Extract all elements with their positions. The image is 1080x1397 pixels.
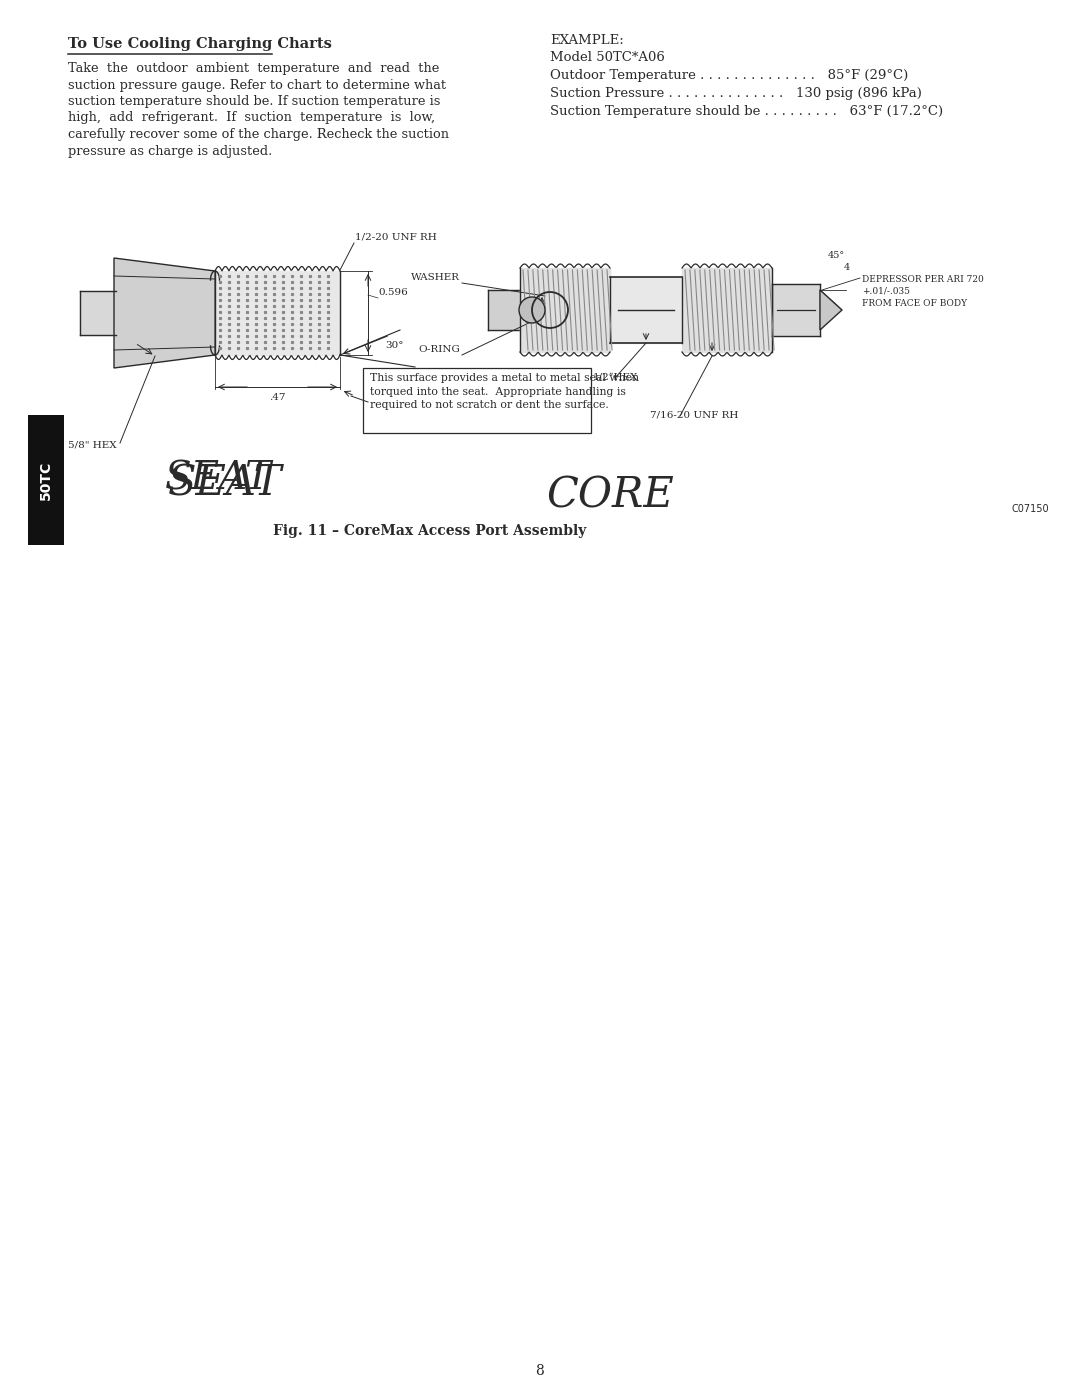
Text: WASHER: WASHER <box>411 272 460 282</box>
Text: 7/16-20 UNF RH: 7/16-20 UNF RH <box>650 411 739 420</box>
Text: Suction Temperature should be . . . . . . . . .   63°F (17.2°C): Suction Temperature should be . . . . . … <box>550 105 943 117</box>
Text: CORE: CORE <box>546 475 674 517</box>
Text: This surface provides a metal to metal seal when
torqued into the seat.  Appropr: This surface provides a metal to metal s… <box>370 373 639 411</box>
Text: 1/2ʺHEX: 1/2ʺHEX <box>592 373 637 381</box>
Text: suction temperature should be. If suction temperature is: suction temperature should be. If suctio… <box>68 95 441 108</box>
Bar <box>28 415 64 545</box>
Circle shape <box>519 298 545 323</box>
Bar <box>363 367 591 433</box>
Text: O-RING: O-RING <box>418 345 460 353</box>
Text: 1/2-20 UNF RH: 1/2-20 UNF RH <box>355 233 436 242</box>
Text: Take  the  outdoor  ambient  temperature  and  read  the: Take the outdoor ambient temperature and… <box>68 61 440 75</box>
Text: Outdoor Temperature . . . . . . . . . . . . . .   85°F (29°C): Outdoor Temperature . . . . . . . . . . … <box>550 68 908 82</box>
Text: SEAT: SEAT <box>167 462 282 504</box>
Text: To Use Cooling Charging Charts: To Use Cooling Charging Charts <box>68 36 332 52</box>
Text: .47: .47 <box>269 393 286 402</box>
Text: C07150: C07150 <box>1012 504 1050 514</box>
Text: Fig. 11 – CoreMax Access Port Assembly: Fig. 11 – CoreMax Access Port Assembly <box>273 524 586 538</box>
Text: EXAMPLE:: EXAMPLE: <box>550 34 624 47</box>
Text: 4: 4 <box>843 263 850 272</box>
Text: Model 50TC*A06: Model 50TC*A06 <box>550 52 665 64</box>
Text: carefully recover some of the charge. Recheck the suction: carefully recover some of the charge. Re… <box>68 129 449 141</box>
Text: 50TC: 50TC <box>39 461 53 500</box>
Text: 45°: 45° <box>828 251 846 260</box>
Text: 30°: 30° <box>384 341 404 351</box>
Text: Suction Pressure . . . . . . . . . . . . . .   130 psig (896 kPa): Suction Pressure . . . . . . . . . . . .… <box>550 87 922 101</box>
Polygon shape <box>820 291 842 330</box>
Text: high,  add  refrigerant.  If  suction  temperature  is  low,: high, add refrigerant. If suction temper… <box>68 112 435 124</box>
Text: 0.596: 0.596 <box>378 288 408 298</box>
Text: SEAT: SEAT <box>164 461 271 497</box>
Text: DEPRESSOR PER ARI 720
+.01/-.035
FROM FACE OF BODY: DEPRESSOR PER ARI 720 +.01/-.035 FROM FA… <box>862 275 984 307</box>
Polygon shape <box>114 258 215 367</box>
Text: suction pressure gauge. Refer to chart to determine what: suction pressure gauge. Refer to chart t… <box>68 78 446 91</box>
Text: 8: 8 <box>536 1363 544 1377</box>
Text: 5/8" HEX: 5/8" HEX <box>68 441 117 450</box>
Text: pressure as charge is adjusted.: pressure as charge is adjusted. <box>68 144 272 158</box>
